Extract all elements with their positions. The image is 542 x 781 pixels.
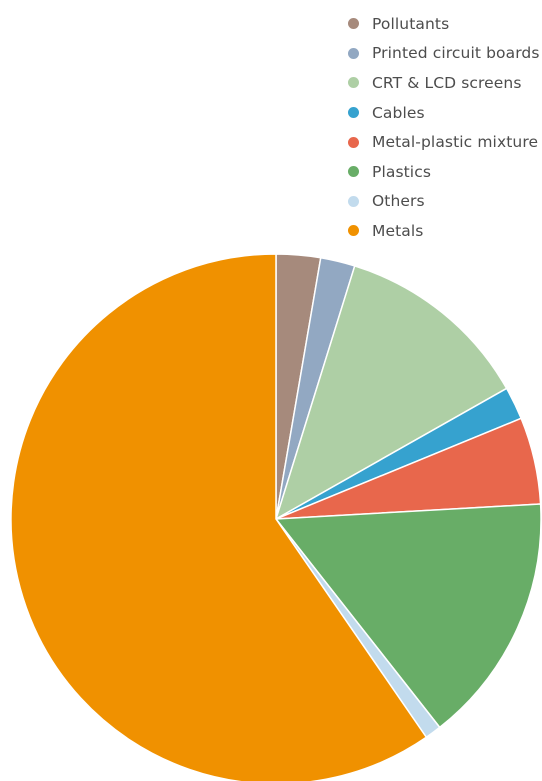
pie-slice-crt-lcd-screens: [275, 265, 508, 520]
legend-item: CRT & LCD screens: [348, 68, 540, 98]
legend-swatch: [348, 136, 359, 148]
legend-swatch: [348, 225, 359, 237]
legend-label: Cables: [372, 103, 425, 122]
legend-item: Printed circuit boards: [348, 39, 540, 69]
legend-label: Plastics: [372, 162, 432, 181]
legend-label: Others: [372, 192, 425, 211]
legend-item: Plastics: [348, 157, 540, 187]
legend-item: Metals: [348, 216, 540, 246]
legend-swatch: [348, 47, 359, 59]
legend-swatch: [348, 18, 359, 30]
legend-label: Printed circuit boards: [372, 44, 540, 63]
legend-item: Others: [348, 187, 540, 217]
pie-slice-metals: [10, 253, 428, 781]
chart-legend: Pollutants Printed circuit boards CRT & LC…: [348, 9, 540, 246]
legend-swatch: [348, 77, 359, 89]
legend-item: Cables: [348, 98, 540, 128]
legend-swatch: [348, 195, 359, 207]
legend-swatch: [348, 166, 359, 178]
pie-slice-plastics: [275, 503, 542, 729]
legend-item: Metal-plastic mixture: [348, 127, 540, 157]
legend-label: Pollutants: [372, 14, 450, 33]
legend-swatch: [348, 107, 359, 119]
legend-label: Metal-plastic mixture: [372, 133, 539, 152]
legend-label: CRT & LCD screens: [372, 73, 522, 92]
legend-item: Pollutants: [348, 9, 540, 39]
legend-label: Metals: [372, 221, 424, 240]
